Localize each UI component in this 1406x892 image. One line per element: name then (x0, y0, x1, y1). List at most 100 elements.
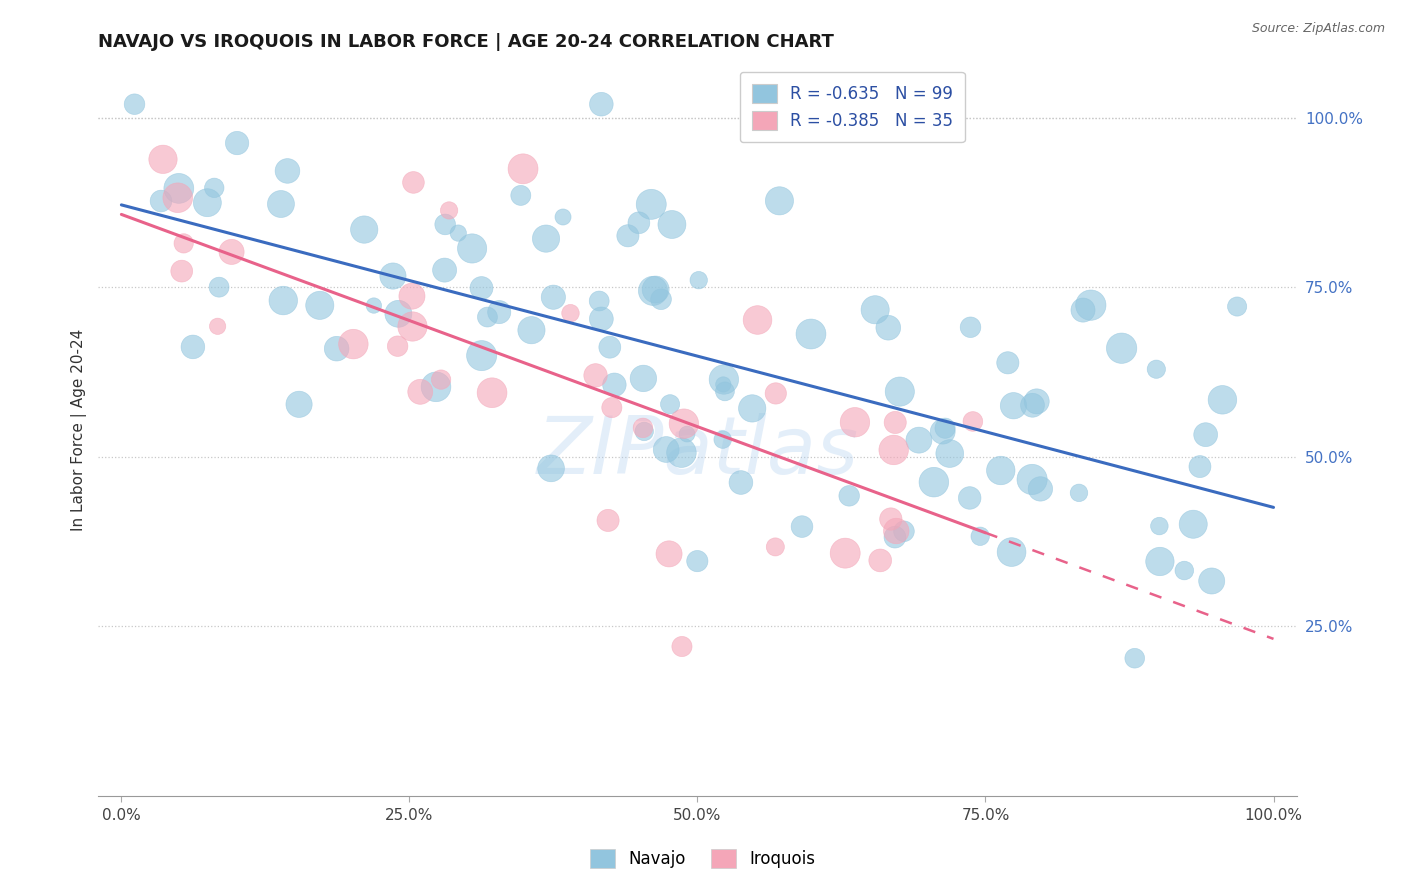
Point (730, 475, 752, 490)
Y-axis label: In Labor Force | Age 20-24: In Labor Force | Age 20-24 (72, 328, 87, 531)
Point (880, 512, 903, 526)
Point (461, 242, 484, 256)
Point (437, 203, 460, 218)
Point (534, 231, 557, 245)
Legend: Navajo, Iroquois: Navajo, Iroquois (583, 842, 823, 875)
Point (208, 280, 231, 294)
Point (308, 298, 330, 312)
Point (1182, 517, 1205, 532)
Point (477, 310, 499, 324)
Point (661, 218, 683, 232)
Point (939, 446, 962, 460)
Point (173, 236, 195, 251)
Point (908, 433, 931, 447)
Point (596, 513, 619, 527)
Point (959, 320, 981, 334)
Point (387, 307, 409, 321)
Point (1021, 472, 1043, 486)
Point (591, 312, 613, 326)
Point (962, 414, 984, 428)
Point (922, 475, 945, 490)
Point (686, 554, 709, 568)
Point (599, 340, 621, 354)
Point (659, 397, 682, 411)
Point (763, 540, 786, 554)
Point (1123, 651, 1146, 665)
Point (631, 421, 654, 435)
Point (600, 401, 623, 415)
Point (551, 210, 574, 224)
Point (869, 553, 891, 567)
Point (889, 384, 911, 399)
Point (1149, 554, 1171, 568)
Point (1111, 341, 1133, 355)
Point (166, 191, 188, 205)
Point (401, 289, 423, 303)
Point (741, 401, 763, 416)
Point (990, 463, 1012, 477)
Text: NAVAJO VS IROQUOIS IN LABOR FORCE | AGE 20-24 CORRELATION CHART: NAVAJO VS IROQUOIS IN LABOR FORCE | AGE … (98, 33, 834, 51)
Point (893, 524, 915, 539)
Point (1080, 298, 1102, 312)
Point (633, 425, 655, 439)
Point (711, 377, 734, 392)
Point (627, 216, 650, 230)
Point (150, 194, 173, 208)
Point (672, 417, 695, 431)
Point (447, 226, 470, 240)
Point (512, 161, 534, 176)
Point (1071, 303, 1094, 318)
Point (884, 524, 907, 538)
Point (1144, 362, 1167, 376)
Point (221, 244, 243, 259)
Point (481, 385, 503, 400)
Text: Source: ZipAtlas.com: Source: ZipAtlas.com (1251, 22, 1385, 36)
Point (671, 640, 693, 654)
Point (202, 181, 225, 195)
Point (765, 386, 787, 401)
Point (342, 337, 364, 351)
Point (877, 320, 900, 334)
Point (271, 293, 294, 308)
Point (959, 491, 981, 505)
Point (353, 222, 375, 236)
Point (658, 547, 681, 561)
Point (883, 442, 905, 457)
Point (997, 356, 1019, 370)
Point (585, 368, 607, 383)
Point (207, 319, 229, 334)
Point (1195, 427, 1218, 442)
Point (714, 384, 737, 399)
Point (288, 397, 311, 411)
Point (387, 339, 409, 353)
Point (1173, 564, 1195, 578)
Point (1000, 545, 1022, 559)
Point (671, 445, 693, 459)
Point (543, 290, 565, 304)
Point (884, 416, 907, 430)
Point (470, 281, 492, 295)
Point (226, 136, 249, 150)
Point (1002, 399, 1025, 413)
Point (934, 421, 956, 435)
Point (863, 302, 886, 317)
Point (1188, 459, 1211, 474)
Point (1201, 574, 1223, 588)
Point (381, 268, 404, 283)
Point (430, 373, 453, 387)
Point (363, 299, 385, 313)
Point (170, 264, 193, 278)
Point (591, 97, 613, 112)
Point (1226, 300, 1249, 314)
Point (617, 228, 640, 243)
Point (800, 326, 823, 341)
Point (471, 349, 494, 363)
Point (401, 319, 423, 334)
Point (644, 283, 666, 297)
Point (650, 292, 672, 306)
Point (425, 380, 447, 394)
Point (711, 433, 734, 447)
Point (195, 195, 218, 210)
Point (520, 323, 543, 337)
Point (688, 273, 710, 287)
